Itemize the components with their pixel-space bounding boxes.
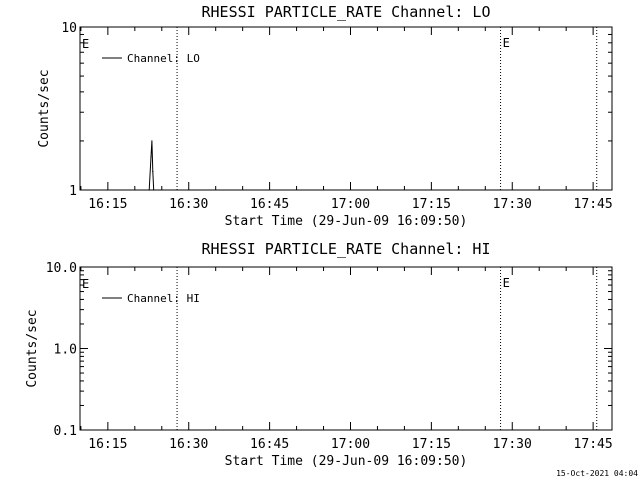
- panel2-y-axis-label: Counts/sec: [25, 309, 40, 387]
- panel1-data-point: [148, 189, 150, 191]
- panel2-legend-label: Channel: HI: [127, 292, 200, 305]
- panel1-data-point: [151, 140, 153, 142]
- panel1-x-tick-label: 17:30: [493, 197, 532, 212]
- panel1-y-tick-label: 1: [69, 184, 77, 199]
- panel1-x-tick-label: 17:00: [331, 197, 370, 212]
- timestamp: 15-Oct-2021 04:04: [556, 469, 638, 478]
- panel2-x-tick-label: 16:45: [250, 437, 289, 452]
- panel2-left-edge-label: E: [82, 277, 89, 291]
- panel1-x-tick-label: 16:30: [169, 197, 208, 212]
- panel1-chart-title: RHESSI PARTICLE_RATE Channel: LO: [202, 3, 491, 21]
- panel1-left-edge-label: E: [82, 37, 89, 51]
- panel2-x-axis-label: Start Time (29-Jun-09 16:09:50): [225, 454, 468, 469]
- panel1-x-tick-label: 16:15: [88, 197, 127, 212]
- panel2-x-tick-label: 16:30: [169, 437, 208, 452]
- panel1-x-tick-label: 17:45: [574, 197, 613, 212]
- panel2-chart-title: RHESSI PARTICLE_RATE Channel: HI: [202, 240, 491, 258]
- panel2-y-tick-label: 1.0: [54, 343, 77, 358]
- panel2-y-tick-label: 0.1: [54, 424, 77, 439]
- panel1-data-point: [150, 156, 152, 158]
- panel1-x-tick-label: 16:45: [250, 197, 289, 212]
- panel1-data-point: [153, 189, 155, 191]
- panel1-y-tick-label: 10: [61, 21, 77, 36]
- panel1-y-axis-label: Counts/sec: [37, 69, 52, 147]
- panel1-legend-label: Channel: LO: [127, 52, 200, 65]
- panel2-x-tick-label: 17:45: [574, 437, 613, 452]
- panel2-y-tick-label: 10.0: [46, 261, 77, 276]
- panel2-x-tick-label: 16:15: [88, 437, 127, 452]
- panel1-x-axis-label: Start Time (29-Jun-09 16:09:50): [225, 214, 468, 229]
- panel1-x-tick-label: 17:15: [412, 197, 451, 212]
- panel1-data-point: [152, 170, 154, 173]
- panel2-x-tick-label: 17:15: [412, 437, 451, 452]
- panel1-time-marker-label: E: [503, 36, 510, 50]
- panel2-time-marker-label: E: [503, 276, 510, 290]
- panel2-x-tick-label: 17:00: [331, 437, 370, 452]
- panel2-x-tick-label: 17:30: [493, 437, 532, 452]
- panel1-plot-frame: [79, 26, 613, 191]
